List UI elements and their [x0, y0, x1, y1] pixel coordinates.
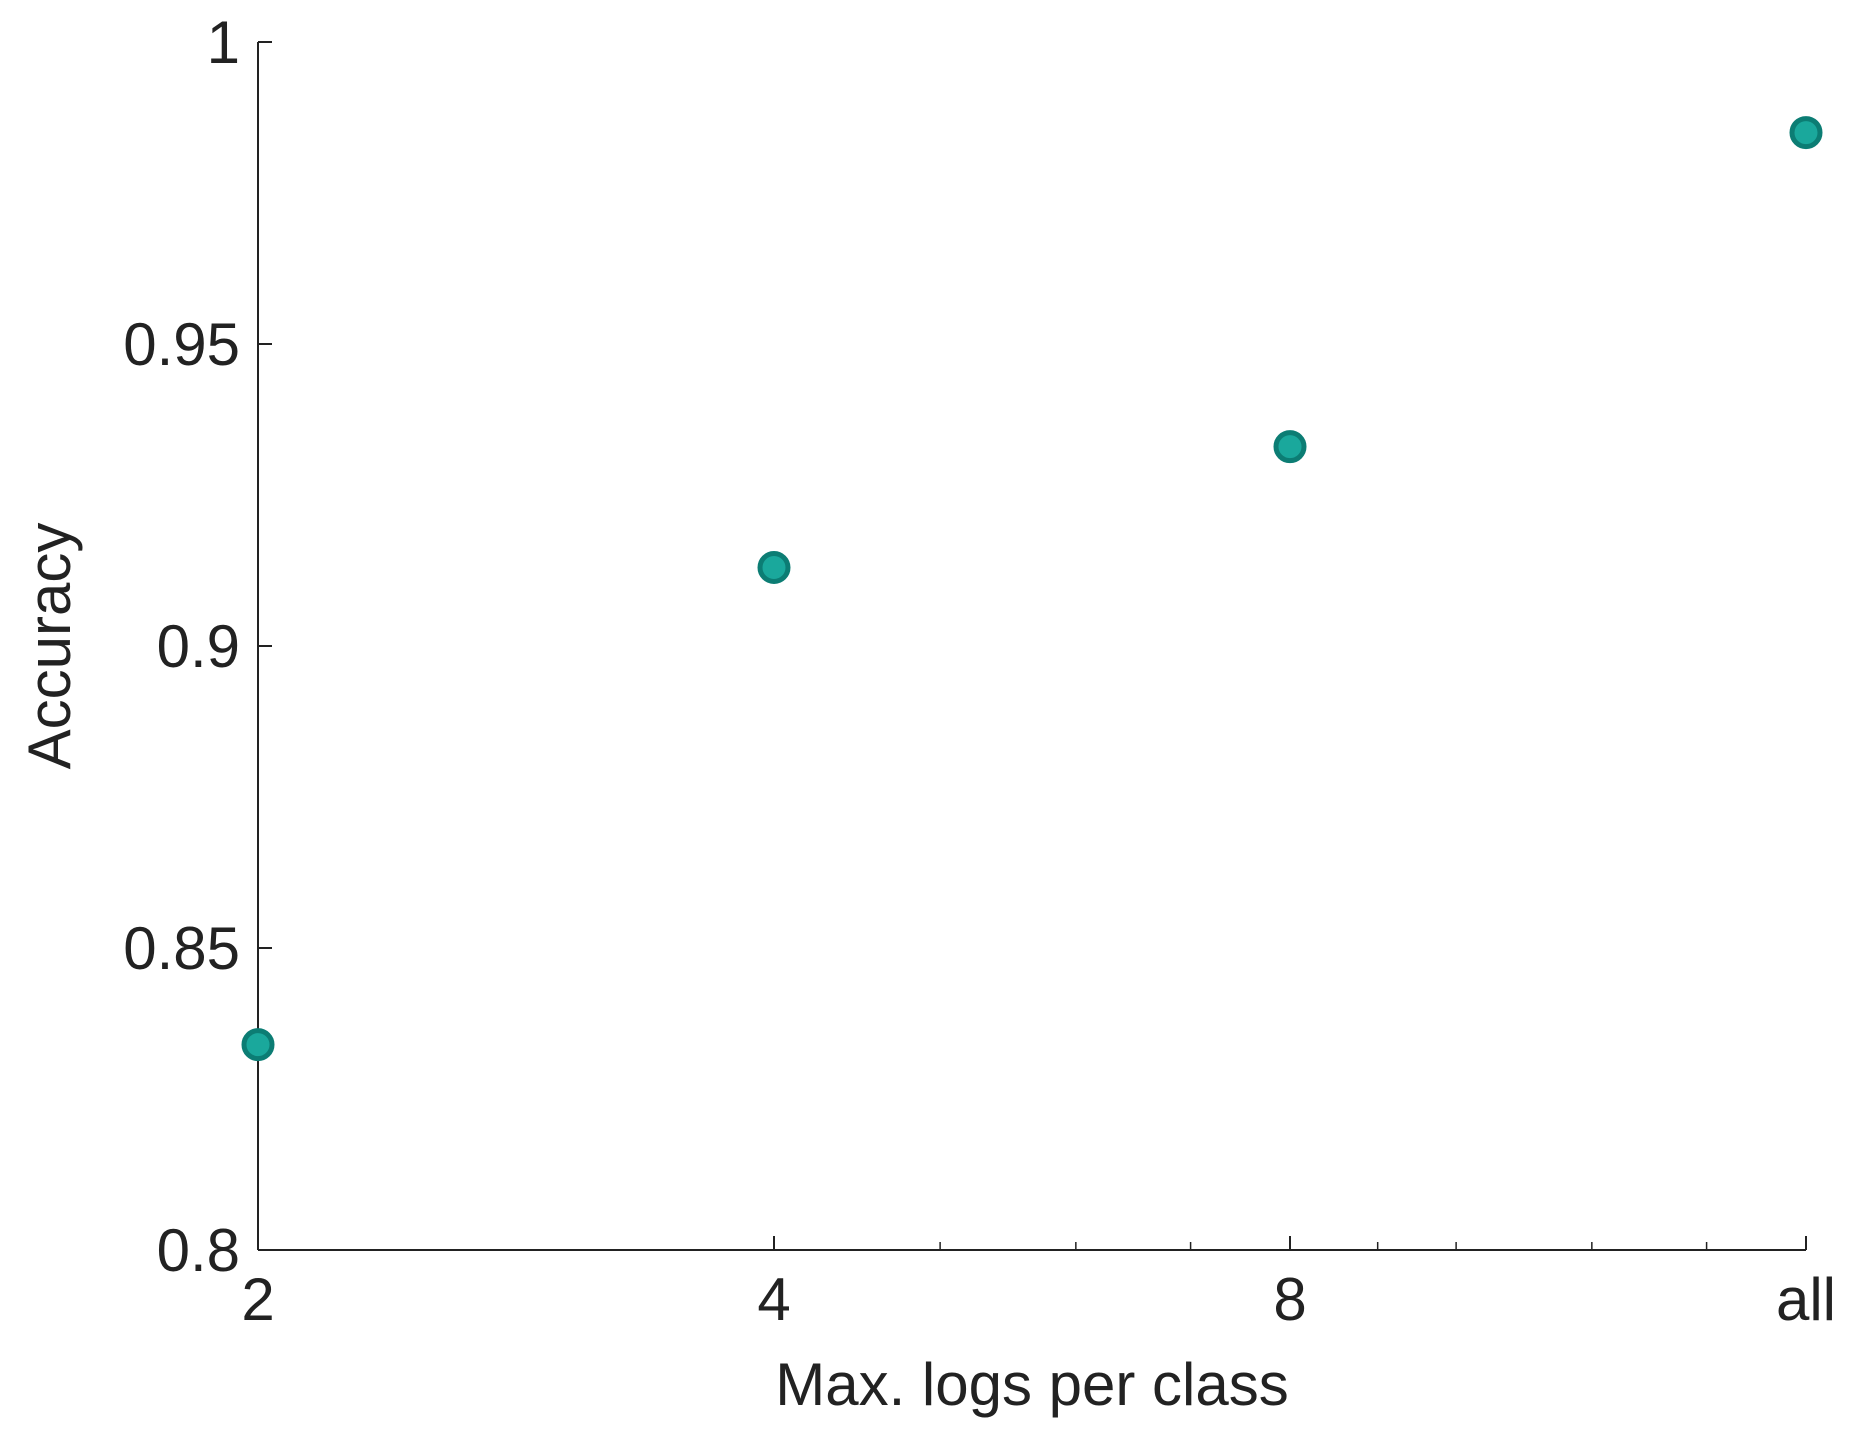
- y-tick-label: 0.85: [123, 915, 240, 982]
- axes: [257, 42, 1806, 1251]
- y-tick-label: 1: [207, 9, 240, 76]
- y-tick-label: 0.9: [157, 613, 240, 680]
- data-points: [241, 116, 1823, 1062]
- x-ticks: 2 4 8 all: [241, 1236, 1836, 1333]
- data-point: [757, 550, 791, 584]
- data-point: [1789, 116, 1823, 150]
- x-tick-label: 4: [757, 1266, 790, 1333]
- data-point: [1273, 430, 1307, 464]
- data-point: [241, 1028, 275, 1062]
- y-tick-label: 0.95: [123, 311, 240, 378]
- x-tick-label: 8: [1273, 1266, 1306, 1333]
- y-ticks: 0.8 0.85 0.9 0.95 1: [123, 9, 272, 1284]
- y-tick-label: 0.8: [157, 1217, 240, 1284]
- y-axis-title: Accuracy: [16, 523, 83, 770]
- x-tick-label: 2: [241, 1266, 274, 1333]
- x-tick-label: all: [1776, 1266, 1836, 1333]
- x-axis-title: Max. logs per class: [775, 1351, 1289, 1418]
